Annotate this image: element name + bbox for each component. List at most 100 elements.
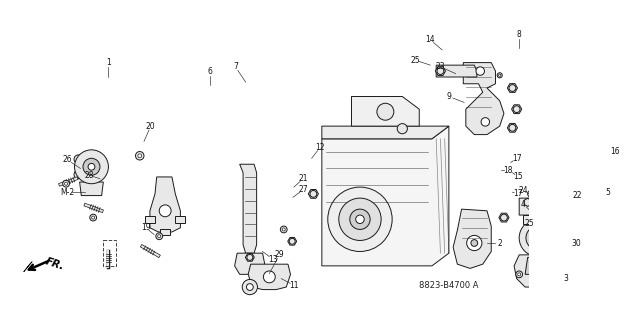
Circle shape — [289, 238, 295, 244]
Circle shape — [138, 154, 142, 158]
Circle shape — [90, 214, 96, 221]
Circle shape — [282, 228, 285, 231]
Circle shape — [519, 219, 556, 257]
Circle shape — [467, 236, 482, 251]
Circle shape — [159, 205, 171, 217]
Text: 8: 8 — [517, 30, 521, 39]
Circle shape — [377, 103, 394, 120]
Polygon shape — [514, 255, 561, 287]
Polygon shape — [240, 164, 257, 253]
Text: 29: 29 — [274, 250, 284, 259]
Circle shape — [263, 271, 275, 283]
Text: 21: 21 — [299, 174, 308, 183]
Circle shape — [74, 155, 82, 164]
Polygon shape — [351, 96, 419, 126]
Text: FR.: FR. — [44, 256, 66, 272]
Bar — [176, 216, 186, 223]
Circle shape — [528, 190, 534, 197]
Text: 17: 17 — [514, 189, 523, 198]
Polygon shape — [436, 67, 446, 76]
Polygon shape — [322, 126, 449, 266]
Text: 13: 13 — [268, 255, 278, 264]
Circle shape — [310, 190, 317, 197]
Circle shape — [83, 158, 100, 175]
Circle shape — [437, 68, 444, 75]
Text: 26: 26 — [63, 156, 72, 164]
Polygon shape — [532, 202, 543, 211]
Polygon shape — [79, 182, 103, 196]
Text: 16: 16 — [610, 147, 620, 156]
Polygon shape — [248, 264, 291, 290]
Circle shape — [156, 233, 162, 240]
Text: 1: 1 — [106, 58, 111, 67]
Circle shape — [74, 150, 108, 184]
Circle shape — [532, 233, 543, 243]
Text: 3: 3 — [563, 274, 568, 283]
Circle shape — [136, 152, 144, 160]
Circle shape — [246, 284, 253, 291]
Circle shape — [339, 198, 381, 240]
Text: 6: 6 — [208, 68, 212, 76]
Text: 23: 23 — [436, 62, 445, 71]
Circle shape — [92, 216, 95, 219]
Circle shape — [74, 170, 82, 179]
Polygon shape — [322, 126, 449, 139]
Circle shape — [356, 215, 364, 224]
Circle shape — [534, 203, 541, 210]
Polygon shape — [508, 124, 518, 132]
Bar — [145, 216, 155, 223]
Polygon shape — [522, 215, 553, 224]
Polygon shape — [519, 198, 555, 215]
Polygon shape — [512, 105, 522, 114]
Text: 27: 27 — [298, 185, 308, 194]
Bar — [160, 228, 170, 236]
Circle shape — [542, 176, 548, 181]
Circle shape — [88, 164, 95, 170]
Text: 25: 25 — [524, 219, 534, 228]
Circle shape — [247, 254, 253, 260]
Circle shape — [497, 73, 502, 78]
Circle shape — [509, 124, 516, 131]
Text: 28: 28 — [84, 171, 94, 180]
Text: 19: 19 — [141, 223, 151, 232]
Polygon shape — [234, 253, 265, 274]
Text: 22: 22 — [573, 191, 582, 200]
Text: 15: 15 — [514, 172, 523, 181]
Circle shape — [529, 192, 532, 196]
Circle shape — [481, 118, 489, 126]
Text: 7: 7 — [233, 62, 238, 71]
Polygon shape — [150, 177, 181, 232]
Text: 12: 12 — [316, 143, 325, 152]
Circle shape — [64, 182, 68, 185]
Polygon shape — [525, 257, 551, 274]
Text: 11: 11 — [289, 281, 299, 290]
Circle shape — [158, 235, 161, 238]
Text: 2: 2 — [498, 238, 502, 247]
Text: 14: 14 — [426, 35, 435, 44]
Text: 24: 24 — [519, 186, 528, 195]
Text: 30: 30 — [571, 238, 581, 247]
Circle shape — [62, 180, 69, 187]
Text: 25: 25 — [410, 56, 420, 65]
Polygon shape — [540, 175, 549, 182]
Circle shape — [518, 273, 521, 276]
Polygon shape — [453, 209, 491, 268]
Polygon shape — [499, 213, 509, 222]
Polygon shape — [24, 262, 32, 272]
Text: 17: 17 — [512, 154, 521, 163]
Text: 4: 4 — [521, 200, 526, 209]
Polygon shape — [524, 198, 531, 206]
Polygon shape — [463, 63, 504, 135]
Polygon shape — [308, 189, 319, 198]
Text: M-2: M-2 — [61, 188, 75, 197]
Circle shape — [509, 84, 516, 92]
Circle shape — [513, 106, 520, 113]
Circle shape — [499, 74, 501, 76]
Circle shape — [281, 226, 287, 233]
Text: 18: 18 — [503, 166, 513, 175]
Polygon shape — [436, 65, 477, 77]
Circle shape — [516, 271, 522, 278]
Circle shape — [328, 187, 392, 252]
Text: 9: 9 — [446, 92, 451, 101]
Text: 8823-B4700 A: 8823-B4700 A — [419, 281, 479, 290]
